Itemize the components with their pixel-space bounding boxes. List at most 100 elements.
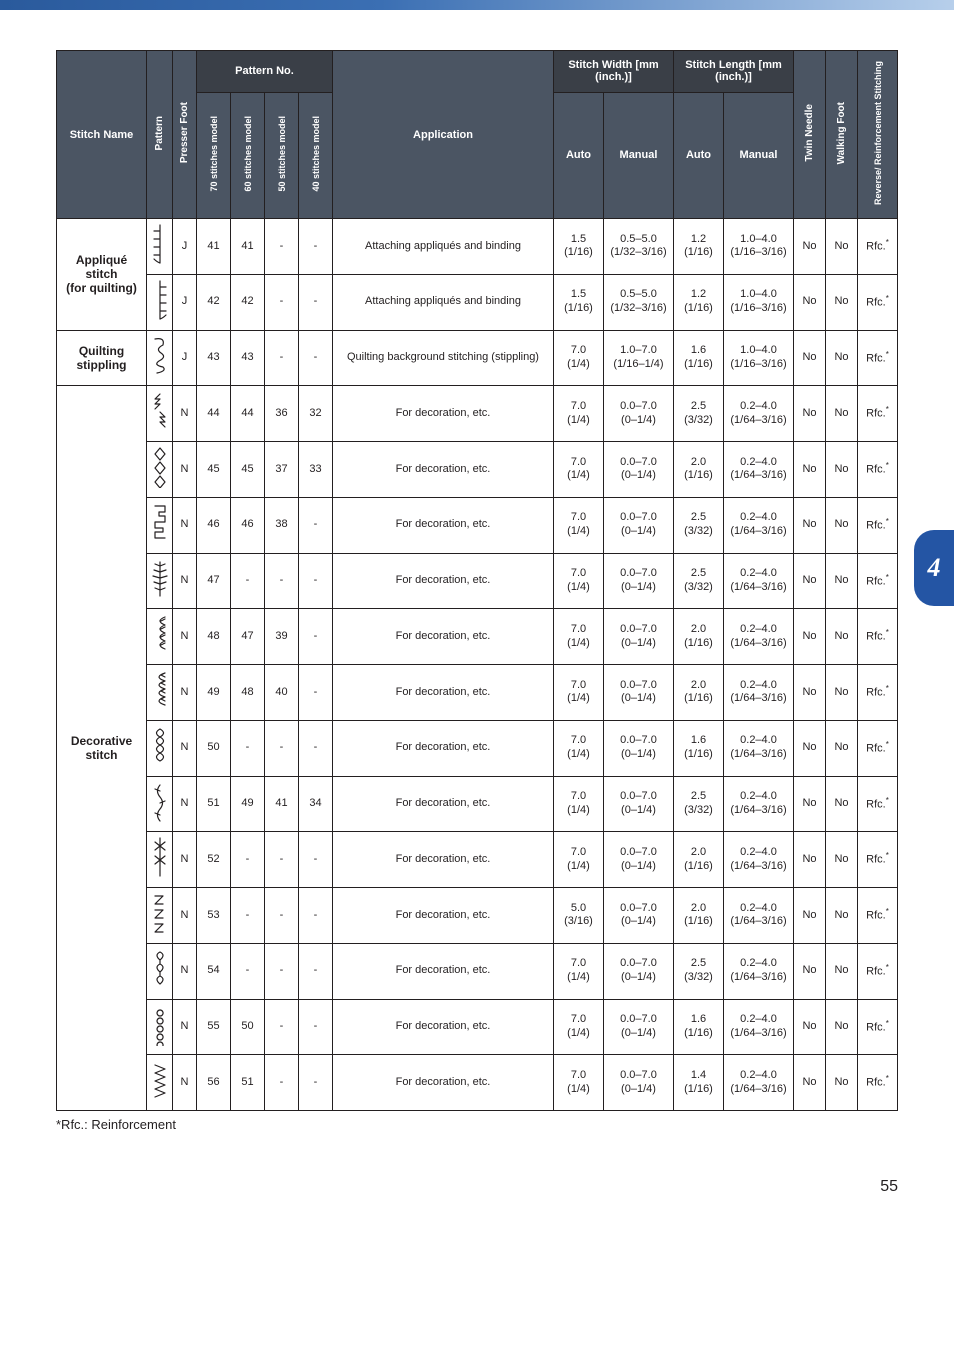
pattern-icon xyxy=(147,609,173,665)
sl-auto: 1.4(1/16) xyxy=(673,1055,723,1111)
p50: - xyxy=(265,720,299,776)
twin-needle: No xyxy=(794,665,826,721)
pattern-icon xyxy=(147,330,173,386)
twin-needle: No xyxy=(794,1055,826,1111)
walking-foot: No xyxy=(826,776,858,832)
hdr-presser-foot: Presser Foot xyxy=(173,51,197,219)
sl-auto: 1.6(1/16) xyxy=(673,330,723,386)
p70: 45 xyxy=(197,442,231,498)
p60: - xyxy=(231,943,265,999)
p50: - xyxy=(265,832,299,888)
application: For decoration, etc. xyxy=(333,665,554,721)
p70: 47 xyxy=(197,553,231,609)
application: For decoration, etc. xyxy=(333,888,554,944)
p40: - xyxy=(299,888,333,944)
p60: 50 xyxy=(231,999,265,1055)
hdr-stitch-width: Stitch Width [mm (inch.)] xyxy=(553,51,673,93)
presser-foot: N xyxy=(173,943,197,999)
hdr-sl-manual: Manual xyxy=(723,92,793,218)
sw-manual: 0.0–7.0(0–1/4) xyxy=(603,888,673,944)
walking-foot: No xyxy=(826,832,858,888)
twin-needle: No xyxy=(794,553,826,609)
p50: 41 xyxy=(265,776,299,832)
reverse: Rfc.* xyxy=(858,497,898,553)
twin-needle: No xyxy=(794,609,826,665)
application: For decoration, etc. xyxy=(333,943,554,999)
application: For decoration, etc. xyxy=(333,442,554,498)
p50: - xyxy=(265,274,299,330)
sl-manual: 0.2–4.0(1/64–3/16) xyxy=(723,609,793,665)
presser-foot: N xyxy=(173,888,197,944)
hdr-sw-auto: Auto xyxy=(553,92,603,218)
sl-auto: 1.6(1/16) xyxy=(673,999,723,1055)
p60: - xyxy=(231,553,265,609)
sw-auto: 7.0(1/4) xyxy=(553,553,603,609)
p60: 47 xyxy=(231,609,265,665)
sl-manual: 1.0–4.0(1/16–3/16) xyxy=(723,274,793,330)
p40: 32 xyxy=(299,386,333,442)
sw-auto: 7.0(1/4) xyxy=(553,776,603,832)
p40: - xyxy=(299,497,333,553)
hdr-m70: 70 stitches model xyxy=(197,92,231,218)
sw-manual: 0.0–7.0(0–1/4) xyxy=(603,720,673,776)
hdr-sw-manual: Manual xyxy=(603,92,673,218)
table-header: Stitch Name Pattern Presser Foot Pattern… xyxy=(57,51,898,219)
hdr-twin-needle: Twin Needle xyxy=(794,51,826,219)
p60: - xyxy=(231,888,265,944)
presser-foot: N xyxy=(173,720,197,776)
sl-auto: 2.5(3/32) xyxy=(673,386,723,442)
presser-foot: N xyxy=(173,832,197,888)
p50: 36 xyxy=(265,386,299,442)
sw-auto: 7.0(1/4) xyxy=(553,386,603,442)
p40: - xyxy=(299,553,333,609)
application: For decoration, etc. xyxy=(333,386,554,442)
presser-foot: J xyxy=(173,330,197,386)
page-content: Stitch Name Pattern Presser Foot Pattern… xyxy=(0,50,954,1226)
reverse: Rfc.* xyxy=(858,665,898,721)
sl-manual: 0.2–4.0(1/64–3/16) xyxy=(723,999,793,1055)
sw-auto: 7.0(1/4) xyxy=(553,665,603,721)
twin-needle: No xyxy=(794,274,826,330)
twin-needle: No xyxy=(794,330,826,386)
pattern-icon xyxy=(147,274,173,330)
p40: 33 xyxy=(299,442,333,498)
hdr-pattern: Pattern xyxy=(147,51,173,219)
hdr-walking-foot: Walking Foot xyxy=(826,51,858,219)
pattern-icon xyxy=(147,219,173,275)
p60: 51 xyxy=(231,1055,265,1111)
hdr-sl-auto: Auto xyxy=(673,92,723,218)
presser-foot: N xyxy=(173,442,197,498)
presser-foot: N xyxy=(173,1055,197,1111)
stitch-name-cell: Quiltingstippling xyxy=(57,330,147,386)
p70: 42 xyxy=(197,274,231,330)
sl-auto: 2.0(1/16) xyxy=(673,442,723,498)
pattern-icon xyxy=(147,1055,173,1111)
sl-manual: 0.2–4.0(1/64–3/16) xyxy=(723,553,793,609)
p70: 50 xyxy=(197,720,231,776)
p40: 34 xyxy=(299,776,333,832)
sw-manual: 0.0–7.0(0–1/4) xyxy=(603,442,673,498)
sw-manual: 0.0–7.0(0–1/4) xyxy=(603,999,673,1055)
walking-foot: No xyxy=(826,386,858,442)
reverse: Rfc.* xyxy=(858,999,898,1055)
sw-manual: 0.0–7.0(0–1/4) xyxy=(603,776,673,832)
pattern-icon xyxy=(147,776,173,832)
p40: - xyxy=(299,665,333,721)
p70: 55 xyxy=(197,999,231,1055)
p50: - xyxy=(265,553,299,609)
sw-auto: 1.5(1/16) xyxy=(553,219,603,275)
sl-auto: 2.5(3/32) xyxy=(673,943,723,999)
hdr-application: Application xyxy=(333,51,554,219)
sw-manual: 0.0–7.0(0–1/4) xyxy=(603,665,673,721)
p40: - xyxy=(299,219,333,275)
twin-needle: No xyxy=(794,219,826,275)
p50: - xyxy=(265,219,299,275)
p50: - xyxy=(265,1055,299,1111)
twin-needle: No xyxy=(794,720,826,776)
pattern-icon xyxy=(147,386,173,442)
p60: 46 xyxy=(231,497,265,553)
twin-needle: No xyxy=(794,386,826,442)
walking-foot: No xyxy=(826,943,858,999)
footnote: *Rfc.: Reinforcement xyxy=(56,1117,898,1132)
sl-manual: 0.2–4.0(1/64–3/16) xyxy=(723,776,793,832)
